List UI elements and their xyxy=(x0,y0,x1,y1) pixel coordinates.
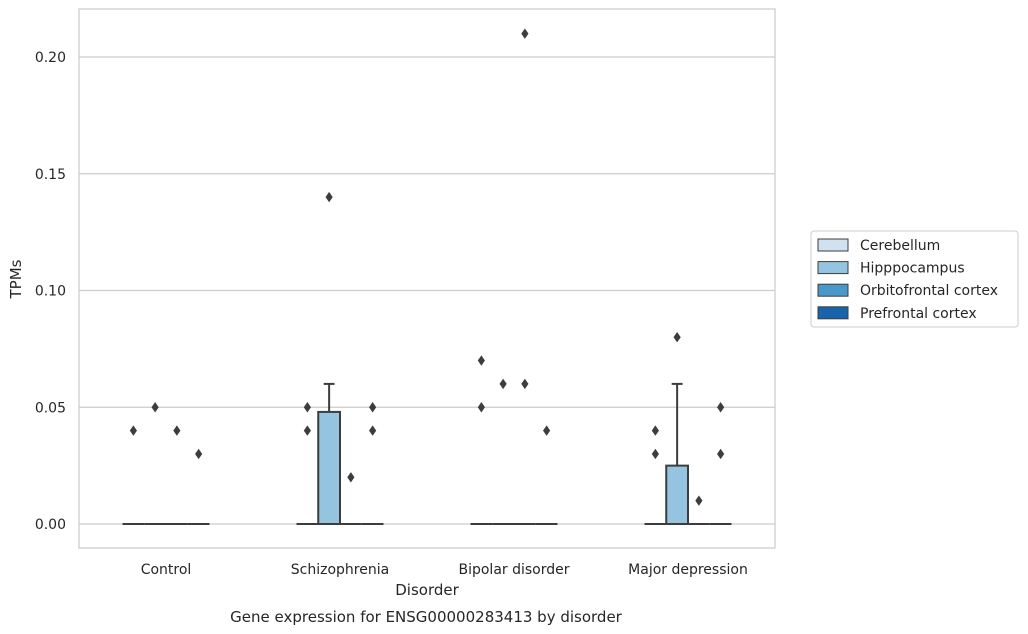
box-body xyxy=(665,464,689,525)
outlier-point xyxy=(651,448,659,460)
marks-layer xyxy=(122,28,732,526)
box-2-2 xyxy=(514,28,536,525)
y-tick-label: 0.00 xyxy=(35,517,66,533)
outlier-point xyxy=(695,495,703,506)
chart-title: Gene expression for ENSG00000283413 by d… xyxy=(230,608,623,626)
y-axis-ticks: 0.00 0.05 0.10 0.15 0.20 xyxy=(35,50,66,533)
legend-label: Orbitofrontal cortex xyxy=(860,283,998,299)
x-tick-label: Bipolar disorder xyxy=(458,562,569,578)
legend-swatch xyxy=(817,238,849,252)
legend-label: Prefrontal cortex xyxy=(860,306,977,322)
box-3-3 xyxy=(709,402,732,525)
grid-layer xyxy=(79,56,775,525)
x-tick-label: Control xyxy=(141,562,192,578)
legend-swatch xyxy=(817,283,849,297)
outlier-point xyxy=(325,191,333,203)
outlier-point xyxy=(369,402,377,413)
outlier-point xyxy=(173,425,181,436)
box-0-1 xyxy=(296,402,319,525)
y-tick-label: 0.10 xyxy=(35,284,66,300)
box-3-0 xyxy=(187,448,210,525)
box-1-1 xyxy=(317,191,341,526)
box-2-1 xyxy=(340,472,362,525)
legend-frame xyxy=(810,230,1019,328)
legend: Cerebellum Hipppocampus Orbitofrontal cort… xyxy=(810,230,1019,328)
outlier-point xyxy=(673,332,681,343)
outlier-point xyxy=(477,402,485,413)
outlier-point xyxy=(347,472,355,483)
y-tick-label: 0.15 xyxy=(35,167,66,183)
x-tick-label: Major depression xyxy=(628,562,748,578)
outlier-point xyxy=(499,378,507,390)
box-2-0 xyxy=(166,425,188,525)
outlier-point xyxy=(717,402,725,413)
outlier-point xyxy=(717,448,725,460)
box-0-2 xyxy=(470,355,493,525)
outlier-point xyxy=(151,402,159,413)
x-axis-label: Disorder xyxy=(395,581,459,599)
outlier-point xyxy=(369,425,377,436)
box-0-0 xyxy=(122,425,145,525)
box-1-2 xyxy=(492,378,514,525)
box-3-2 xyxy=(535,425,558,525)
outlier-point xyxy=(543,425,551,436)
x-tick-label: Schizophrenia xyxy=(291,562,389,578)
box-1-0 xyxy=(144,402,166,525)
outlier-point xyxy=(651,425,659,436)
outlier-point xyxy=(521,28,529,39)
y-tick-label: 0.20 xyxy=(35,50,66,66)
outlier-point xyxy=(303,402,311,413)
legend-swatch xyxy=(817,306,849,320)
box-body xyxy=(317,410,341,526)
legend-swatch xyxy=(817,261,849,275)
box-2-3 xyxy=(688,495,710,525)
outlier-point xyxy=(477,355,485,366)
outlier-point xyxy=(195,448,203,460)
outlier-point xyxy=(521,378,529,390)
y-tick-label: 0.05 xyxy=(35,400,66,416)
legend-label: Cerebellum xyxy=(860,238,940,254)
y-axis-label: TPMs xyxy=(7,259,25,299)
box-0-3 xyxy=(644,425,667,525)
outlier-point xyxy=(303,425,311,436)
plot-frame xyxy=(78,8,776,549)
legend-label: Hipppocampus xyxy=(860,261,965,277)
outlier-point xyxy=(129,425,137,436)
box-3-1 xyxy=(361,402,384,525)
box-1-3 xyxy=(665,332,689,525)
x-axis-ticks: Control Schizophrenia Bipolar disorder Majo… xyxy=(141,562,748,578)
